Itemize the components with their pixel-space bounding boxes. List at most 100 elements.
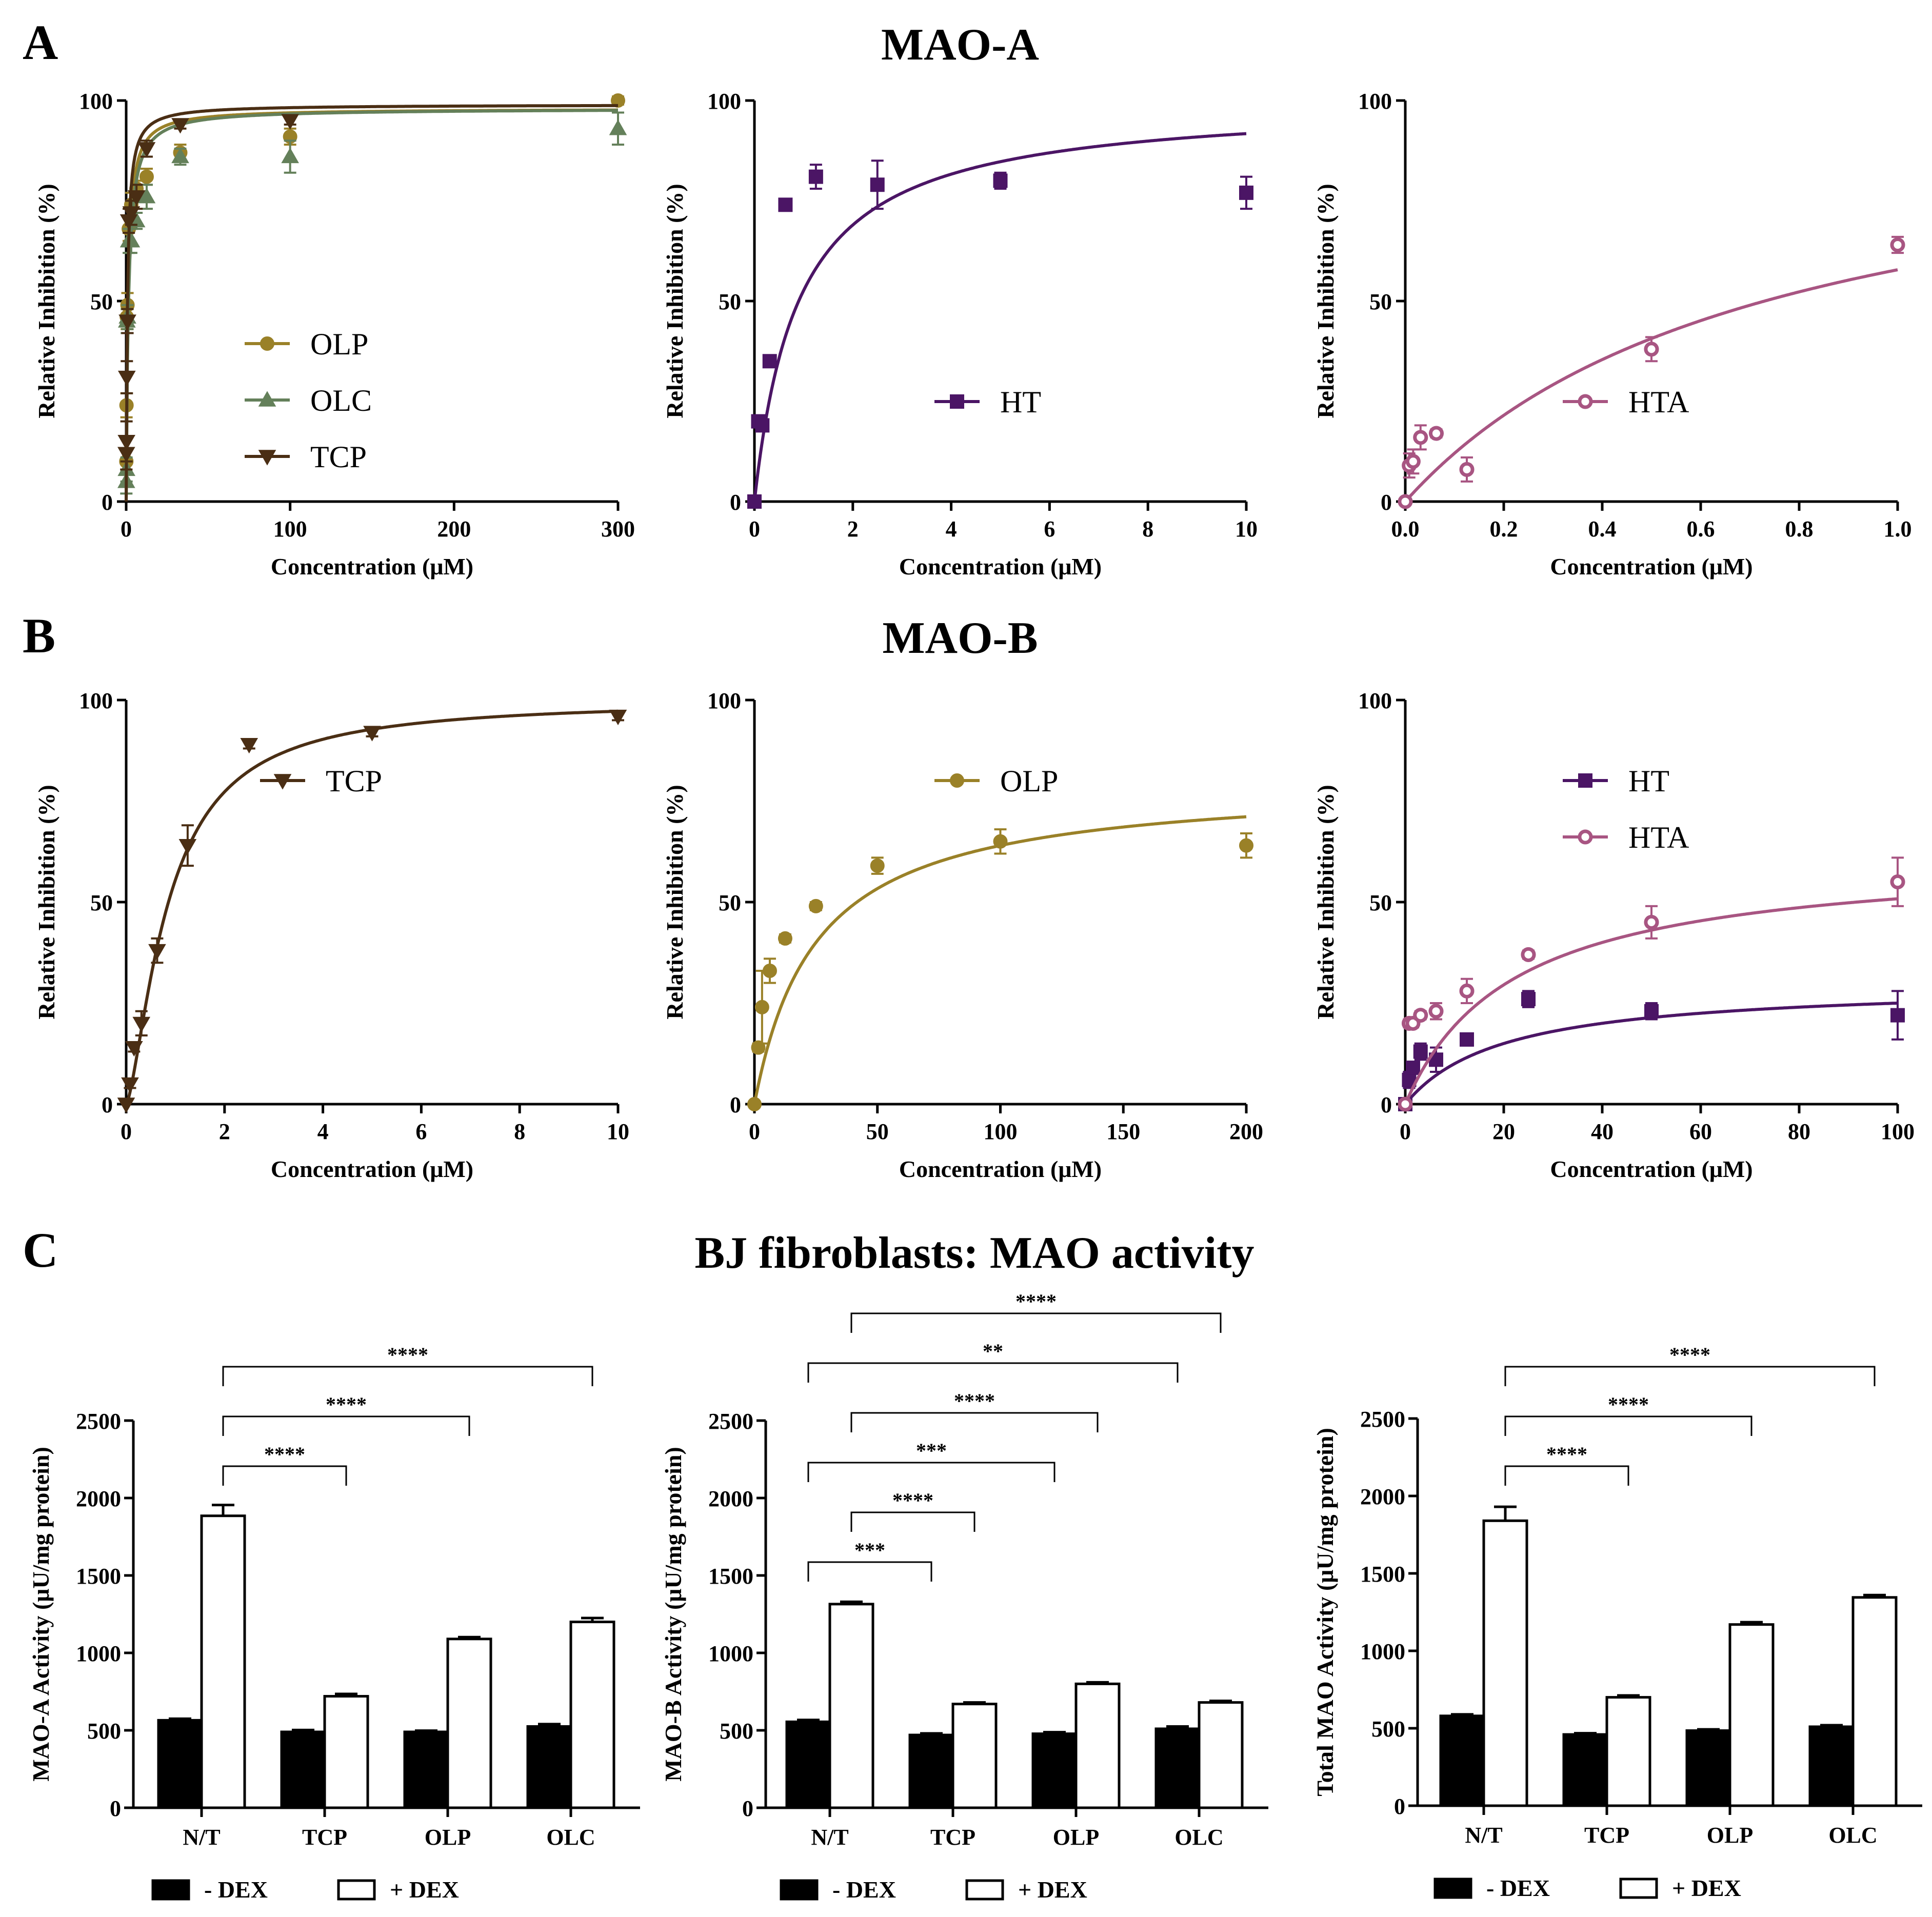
bar-plus-dex-olp — [1074, 1682, 1121, 1809]
legend-swatch-minus-dex — [151, 1879, 190, 1901]
significance-bracket — [222, 1415, 470, 1436]
bar-minus-dex-tcp — [280, 1730, 326, 1809]
significance-label: **** — [1015, 1290, 1057, 1313]
significance-bracket — [222, 1366, 593, 1386]
category-label: OLP — [1707, 1823, 1753, 1848]
bar-plus-dex-olp — [1728, 1623, 1775, 1807]
y-tick-label: 0 — [730, 1092, 741, 1117]
x-tick-label: 4 — [946, 516, 957, 542]
y-axis-label: Relative Inhibition (%) — [662, 785, 688, 1019]
significance-bracket — [1504, 1415, 1752, 1436]
legend-label-plus-dex: + DEX — [1672, 1875, 1741, 1901]
x-tick-label: 10 — [1235, 516, 1258, 542]
bar-plus-dex-tcp — [951, 1703, 998, 1809]
data-point-olp — [611, 93, 625, 108]
data-point-hta — [1413, 1008, 1428, 1023]
data-point-tcp — [363, 726, 381, 742]
legend-label-plus-dex: + DEX — [1018, 1876, 1087, 1903]
legend-label-minus-dex: - DEX — [1486, 1875, 1550, 1901]
x-tick-label: 10 — [607, 1119, 629, 1144]
y-tick-label: 50 — [719, 890, 741, 915]
data-point-hta — [1428, 426, 1444, 441]
significance-label: **** — [1608, 1393, 1649, 1416]
legend-swatch-plus-dex — [1619, 1878, 1658, 1899]
y-tick-label: 2500 — [708, 1409, 753, 1434]
y-tick-label: 0 — [110, 1796, 121, 1821]
y-tick-label: 1000 — [1360, 1639, 1405, 1664]
y-tick-label: 50 — [1369, 890, 1392, 915]
data-point-olc — [281, 147, 299, 164]
x-tick-label: 0.6 — [1687, 516, 1715, 542]
x-tick-label: 0 — [121, 516, 132, 542]
fit-curve-olp — [753, 815, 1247, 1105]
data-point-ht — [747, 494, 762, 509]
y-axis-label: Total MAO Activity (μU/mg protein) — [1312, 1428, 1338, 1796]
data-point-hta — [1413, 430, 1428, 445]
bar-plus-dex-tcp — [323, 1695, 369, 1809]
data-point-olp — [993, 834, 1008, 849]
y-tick-label: 50 — [719, 289, 741, 314]
chart-c2: 0 500 1000 1500 2000 2500 MAO-B Activity (μU/m… — [660, 1290, 1268, 1903]
bar-plus-dex-nt — [828, 1603, 874, 1809]
category-label: TCP — [1584, 1823, 1629, 1848]
x-tick-label: 8 — [514, 1119, 525, 1144]
x-axis-label: Concentration (μM) — [1550, 1156, 1752, 1182]
legend-marker-tcp — [258, 450, 276, 466]
y-tick-label: 100 — [1358, 688, 1392, 713]
data-point-olp — [139, 169, 154, 184]
data-point-tcp — [118, 314, 136, 330]
legend-label-tcp: TCP — [326, 764, 382, 798]
x-tick-label: 0 — [749, 516, 760, 542]
x-tick-label: 2 — [219, 1119, 230, 1144]
significance-bracket — [1504, 1465, 1629, 1486]
legend-marker-olp — [260, 336, 274, 351]
section-title-bj-fibroblasts: BJ fibroblasts: MAO activity — [695, 1228, 1254, 1278]
category-label: OLC — [1174, 1825, 1223, 1850]
y-axis-label: Relative Inhibition (%) — [1312, 785, 1339, 1019]
significance-bracket — [1504, 1366, 1876, 1386]
data-point-hta — [1398, 494, 1413, 509]
x-tick-label: 150 — [1106, 1119, 1140, 1144]
bar-minus-dex-olp — [403, 1730, 449, 1809]
panel-letter-a: A — [23, 15, 58, 70]
fit-curve-olp — [125, 108, 618, 502]
significance-label: ** — [983, 1340, 1003, 1363]
chart-a3: 0.0 0.2 0.4 0.6 0.8 1.0 0 50 100 Concentration (μ… — [1312, 89, 1912, 580]
significance-bracket — [850, 1312, 1222, 1333]
significance-bracket — [850, 1511, 975, 1532]
chart-c3: 0 500 1000 1500 2000 2500 Total MAO Activity (… — [1312, 1343, 1922, 1901]
x-tick-label: 100 — [273, 516, 307, 542]
legend-label-tcp: TCP — [310, 440, 367, 474]
data-point-olc — [609, 119, 627, 135]
legend-swatch-minus-dex — [780, 1879, 819, 1901]
category-label: N/T — [1465, 1823, 1502, 1848]
data-point-ht — [993, 173, 1008, 188]
x-axis-label: Concentration (μM) — [271, 553, 473, 580]
y-tick-label: 0 — [742, 1796, 753, 1821]
data-point-ht — [1521, 992, 1536, 1007]
significance-label: **** — [954, 1389, 995, 1412]
legend-label-olp: OLP — [310, 327, 368, 361]
data-point-ht — [778, 197, 793, 212]
x-tick-label: 300 — [601, 516, 635, 542]
significance-label: **** — [1669, 1343, 1710, 1366]
x-axis-label: Concentration (μM) — [899, 553, 1102, 580]
bar-plus-dex-olp — [446, 1638, 492, 1809]
chart-b2: 0 50 100 150 200 0 50 100 Concentration (μM) Rela… — [662, 688, 1263, 1182]
data-point-tcp — [121, 1077, 139, 1093]
bar-plus-dex-nt — [1482, 1519, 1528, 1807]
data-point-ht — [1460, 1032, 1474, 1047]
x-tick-label: 0 — [121, 1119, 132, 1144]
legend-label-olp: OLP — [1000, 764, 1058, 798]
y-tick-label: 1500 — [76, 1564, 121, 1589]
significance-bracket — [807, 1362, 1179, 1383]
y-axis-label: MAO-B Activity (μU/mg protein) — [660, 1447, 686, 1782]
x-tick-label: 2 — [847, 516, 859, 542]
data-point-hta — [1644, 914, 1659, 930]
bar-minus-dex-olc — [1154, 1727, 1201, 1809]
data-point-tcp — [125, 1041, 143, 1057]
legend-marker-olc — [258, 391, 276, 407]
